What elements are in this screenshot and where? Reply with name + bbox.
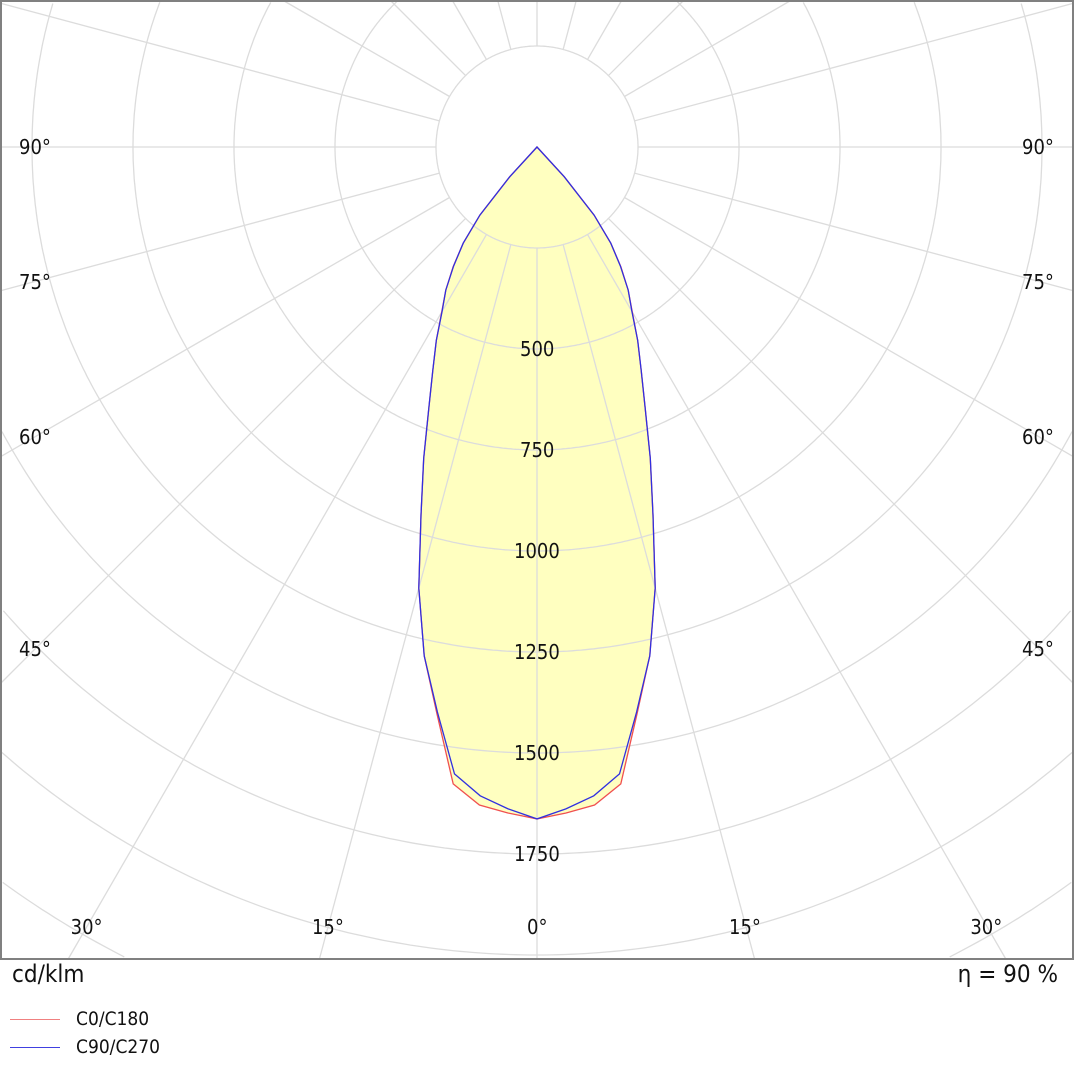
grid-ray-75 [634, 172, 1074, 292]
grid-ray-150 [586, 0, 622, 60]
legend-swatch-blue [10, 1046, 60, 1048]
plot-frame [0, 0, 1074, 960]
angle-label-left: 60° [19, 424, 51, 449]
grid-ray-210 [452, 0, 488, 60]
angle-label-left: 30° [70, 915, 103, 939]
angle-label-center: 0° [527, 915, 548, 939]
angle-label-left: 45° [19, 637, 51, 661]
grid-ray-30 [586, 234, 1007, 960]
grid-ray-45 [607, 217, 1074, 684]
grid-ring-500 [334, 1, 740, 350]
grid-ray-225 [390, 0, 467, 77]
legend-item-c0-c180: C0/C180 [10, 1008, 149, 1030]
grid-ray-195 [497, 0, 512, 50]
radial-tick-label: 1750 [514, 842, 560, 866]
unit-label: cd/klm [12, 960, 85, 988]
grid-ray-120 [624, 0, 791, 98]
angle-label-left: 15° [311, 915, 344, 939]
grid-ray-15 [562, 244, 756, 960]
radial-tick-label: 1000 [514, 539, 560, 563]
angle-label-right: 45° [1022, 637, 1054, 661]
angle-label-left: 75° [19, 269, 51, 294]
grid-ring-1250 [31, 3, 1043, 653]
grid-ray-255 [0, 2, 440, 122]
grid-ray-105 [634, 2, 1074, 122]
radial-tick-label: 500 [520, 337, 555, 361]
angle-label-right: 90° [1022, 135, 1054, 159]
grid-ring-1000 [132, 1, 942, 552]
polar-grid [0, 0, 1074, 960]
grid-ray-285 [0, 172, 440, 292]
grid-ring-1750 [2, 610, 1072, 855]
legend-label: C0/C180 [76, 1008, 150, 1030]
angle-label-right: 75° [1022, 269, 1054, 294]
angle-label-right: 30° [970, 915, 1003, 939]
series-line-c90-c270 [418, 146, 656, 820]
grid-ray-300 [0, 196, 450, 458]
radial-tick-label: 1500 [514, 741, 560, 765]
grid-ray-165 [562, 0, 577, 50]
grid-ray-315 [0, 217, 467, 684]
angle-label-right: 15° [729, 915, 761, 939]
grid-ring-1500 [1, 431, 1073, 754]
series-lines [418, 146, 656, 820]
grid-ray-135 [607, 0, 684, 77]
grid-ray-330 [67, 234, 488, 960]
grid-ray-345 [318, 244, 512, 960]
legend-item-c90-c270: C90/C270 [10, 1036, 160, 1058]
legend-label: C90/C270 [76, 1036, 161, 1058]
angle-label-right: 60° [1022, 424, 1054, 449]
efficiency-label: η = 90 % [957, 960, 1058, 988]
grid-ring-750 [233, 2, 841, 451]
radial-tick-label: 750 [520, 438, 555, 462]
radial-tick-label: 1250 [514, 640, 560, 664]
legend-swatch-red [10, 1018, 60, 1020]
grid-ring-2250 [2, 881, 1072, 958]
angle-label-left: 90° [19, 135, 51, 159]
grid-ray-240 [283, 0, 450, 98]
grid-ring-2000 [1, 751, 1073, 956]
grid-ray-60 [624, 196, 1074, 458]
